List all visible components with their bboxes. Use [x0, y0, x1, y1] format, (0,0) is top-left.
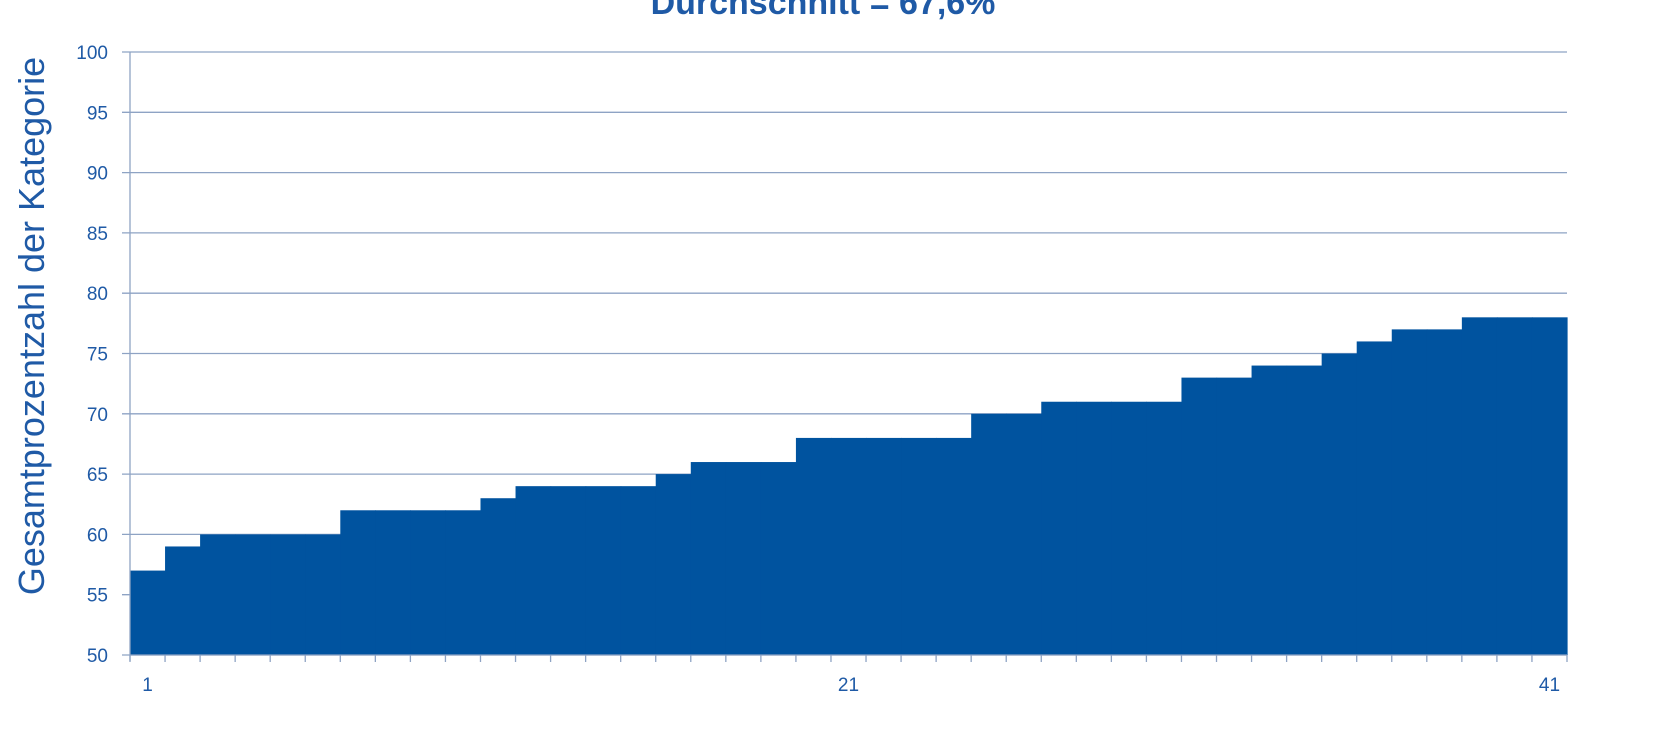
bar-27 [1041, 401, 1077, 655]
y-tick-label-90: 90 [87, 164, 108, 185]
y-tick-label-65: 65 [87, 465, 108, 486]
bar-15 [620, 486, 657, 655]
bar-1 [130, 570, 166, 655]
bar-19 [760, 462, 797, 655]
bar-9 [410, 510, 447, 655]
bar-7 [340, 510, 376, 655]
bar-21 [830, 437, 867, 655]
bar-6 [305, 534, 341, 655]
y-tick-label-95: 95 [87, 103, 108, 124]
bar-41 [1531, 317, 1568, 655]
bar-23 [901, 437, 937, 655]
bar-25 [971, 413, 1007, 655]
bar-36 [1356, 341, 1393, 655]
x-tick-labels: 1 21 41 [142, 675, 1560, 696]
bar-37 [1391, 329, 1428, 655]
bar-3 [200, 534, 236, 655]
y-tick-label-75: 75 [87, 345, 108, 366]
y-axis-label: Gesamtprozentzahl der Kategorie [11, 57, 52, 595]
y-tick-label-100: 100 [76, 43, 108, 64]
y-tick-labels: 50 55 60 65 70 75 80 85 90 95 100 [76, 43, 108, 667]
bar-32 [1216, 377, 1253, 655]
bar-34 [1286, 365, 1323, 655]
y-tick-label-50: 50 [87, 646, 108, 667]
bar-2 [165, 546, 201, 655]
bar-40 [1496, 317, 1533, 655]
bar-17 [690, 462, 727, 655]
y-tick-label-70: 70 [87, 405, 108, 426]
bar-8 [375, 510, 411, 655]
y-tick-label-80: 80 [87, 284, 108, 305]
data-area-layer [130, 317, 1568, 655]
bar-4 [235, 534, 271, 655]
bar-13 [550, 486, 587, 655]
bar-39 [1461, 317, 1498, 655]
y-tick-label-85: 85 [87, 224, 108, 245]
y-tick-label-55: 55 [87, 586, 108, 607]
bar-30 [1146, 401, 1183, 655]
bar-38 [1426, 329, 1463, 655]
bar-26 [1006, 413, 1042, 655]
bar-20 [795, 437, 832, 655]
y-tick-label-60: 60 [87, 525, 108, 546]
bar-28 [1076, 401, 1112, 655]
bar-18 [725, 462, 762, 655]
bar-14 [585, 486, 622, 655]
axes [129, 52, 1568, 662]
x-tick-label-1: 1 [142, 675, 153, 696]
bar-31 [1181, 377, 1218, 655]
bar-10 [445, 510, 482, 655]
x-tick-label-21: 21 [838, 675, 859, 696]
bar-12 [515, 486, 552, 655]
bar-16 [655, 474, 692, 655]
bar-33 [1251, 365, 1288, 655]
bar-35 [1321, 353, 1358, 655]
chart-title: Durchschnitt = 67,6% [651, 0, 996, 22]
bar-5 [270, 534, 306, 655]
x-tick-label-41: 41 [1539, 675, 1560, 696]
bar-24 [936, 437, 972, 655]
bar-29 [1111, 401, 1148, 655]
bar-22 [866, 437, 902, 655]
bar-11 [480, 498, 517, 655]
